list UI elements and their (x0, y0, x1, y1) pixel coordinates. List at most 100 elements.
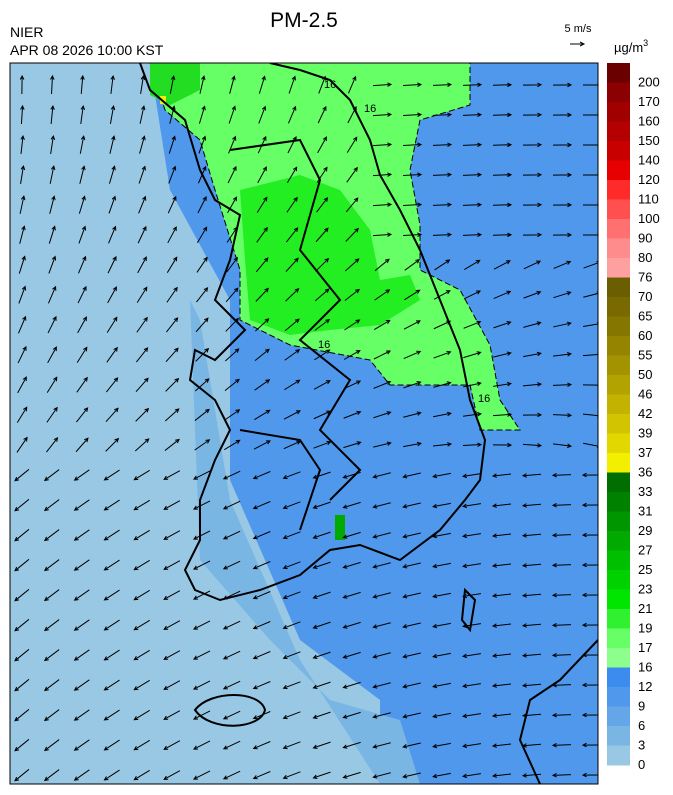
wind-arrow (48, 255, 57, 274)
wind-arrow (192, 500, 211, 510)
colorbar-label: 150 (638, 133, 660, 148)
wind-arrow (553, 291, 572, 299)
colorbar-label: 27 (638, 543, 652, 558)
wind-arrow (133, 529, 150, 541)
wind-arrow (80, 74, 85, 95)
wind-arrow (582, 82, 598, 88)
colorbar-segment (607, 316, 630, 337)
wind-arrow (551, 562, 572, 568)
wind-arrow (553, 352, 573, 357)
wind-arrow (195, 317, 209, 333)
wind-scale-arrow (570, 41, 586, 47)
wind-arrow (43, 769, 60, 782)
wind-arrow (551, 712, 572, 718)
wind-arrow (372, 742, 391, 749)
wind-arrow (372, 472, 391, 479)
wind-arrow (312, 651, 331, 659)
wind-arrow (373, 411, 392, 419)
wind-arrow (14, 618, 30, 632)
wind-arrow (222, 770, 241, 780)
wind-arrow (432, 622, 451, 629)
wind-arrow (402, 592, 421, 599)
wind-arrow (372, 172, 393, 177)
wind-arrow (432, 202, 453, 207)
wind-arrow (227, 196, 238, 214)
wind-arrow (256, 196, 268, 213)
wind-arrow (283, 410, 301, 420)
wind-arrow (282, 771, 301, 780)
wind-arrow (163, 680, 181, 690)
map-frame (9, 62, 599, 785)
wind-arrow (139, 135, 146, 154)
wind-arrow (192, 770, 211, 780)
wind-arrow (254, 348, 270, 362)
wind-arrow (73, 499, 90, 511)
wind-arrow (106, 316, 118, 333)
colorbar-label: 140 (638, 153, 660, 168)
wind-arrow (254, 379, 271, 391)
wind-arrow (255, 287, 269, 302)
wind-arrow (491, 623, 511, 628)
wind-arrow (347, 75, 357, 94)
wind-arrow (103, 679, 120, 691)
wind-arrow (345, 227, 360, 242)
wind-arrow (43, 709, 60, 722)
wind-arrow (163, 740, 181, 750)
wind-arrow (347, 106, 357, 124)
wind-arrow (432, 682, 451, 689)
wind-arrow (493, 290, 512, 300)
field-hotspot (335, 515, 345, 540)
wind-arrow (403, 411, 422, 418)
wind-arrow (491, 503, 511, 508)
wind-arrow (523, 321, 542, 328)
wind-arrow (432, 742, 451, 749)
colorbar-segment (607, 82, 630, 103)
wind-arrow (222, 500, 241, 510)
wind-arrow (342, 471, 361, 479)
wind-arrow (192, 560, 211, 570)
wind-arrow (342, 741, 361, 749)
wind-arrow (103, 499, 120, 511)
wind-arrow (108, 225, 117, 244)
wind-arrow (286, 196, 298, 213)
wind-arrow (372, 712, 391, 719)
wind-arrow (342, 561, 361, 569)
wind-arrow (133, 559, 150, 571)
wind-arrow (553, 321, 572, 328)
wind-arrow (312, 561, 331, 569)
wind-arrow (432, 142, 453, 147)
wind-arrow (402, 82, 423, 87)
wind-arrow (48, 225, 56, 244)
wind-arrow (551, 502, 572, 508)
colorbar-segment (607, 433, 630, 454)
wind-arrow (316, 196, 329, 213)
wind-arrow (521, 743, 542, 748)
wind-arrow (373, 441, 392, 448)
colorbar-label: 6 (638, 718, 645, 733)
wind-arrow (463, 290, 482, 300)
wind-arrow (402, 532, 421, 539)
wind-arrow (551, 652, 572, 658)
wind-arrow (199, 75, 206, 94)
wind-arrow (196, 287, 209, 303)
colorbar-label: 170 (638, 94, 660, 109)
wind-arrow (432, 82, 453, 87)
wind-arrow (133, 469, 150, 481)
wind-arrow (373, 319, 391, 331)
wind-arrow (372, 562, 391, 569)
wind-arrow (224, 378, 240, 391)
field-green-dark (240, 175, 420, 335)
wind-arrow (315, 257, 330, 272)
wind-arrow (79, 165, 86, 184)
wind-arrow (287, 135, 297, 154)
wind-arrow (192, 470, 211, 480)
wind-arrow (14, 738, 30, 752)
wind-arrow (282, 651, 301, 660)
wind-arrow (404, 259, 421, 271)
wind-arrow (108, 165, 116, 184)
wind-arrow (343, 350, 361, 360)
wind-arrow (372, 592, 391, 599)
wind-arrow (78, 255, 87, 274)
wind-arrow (432, 172, 453, 177)
